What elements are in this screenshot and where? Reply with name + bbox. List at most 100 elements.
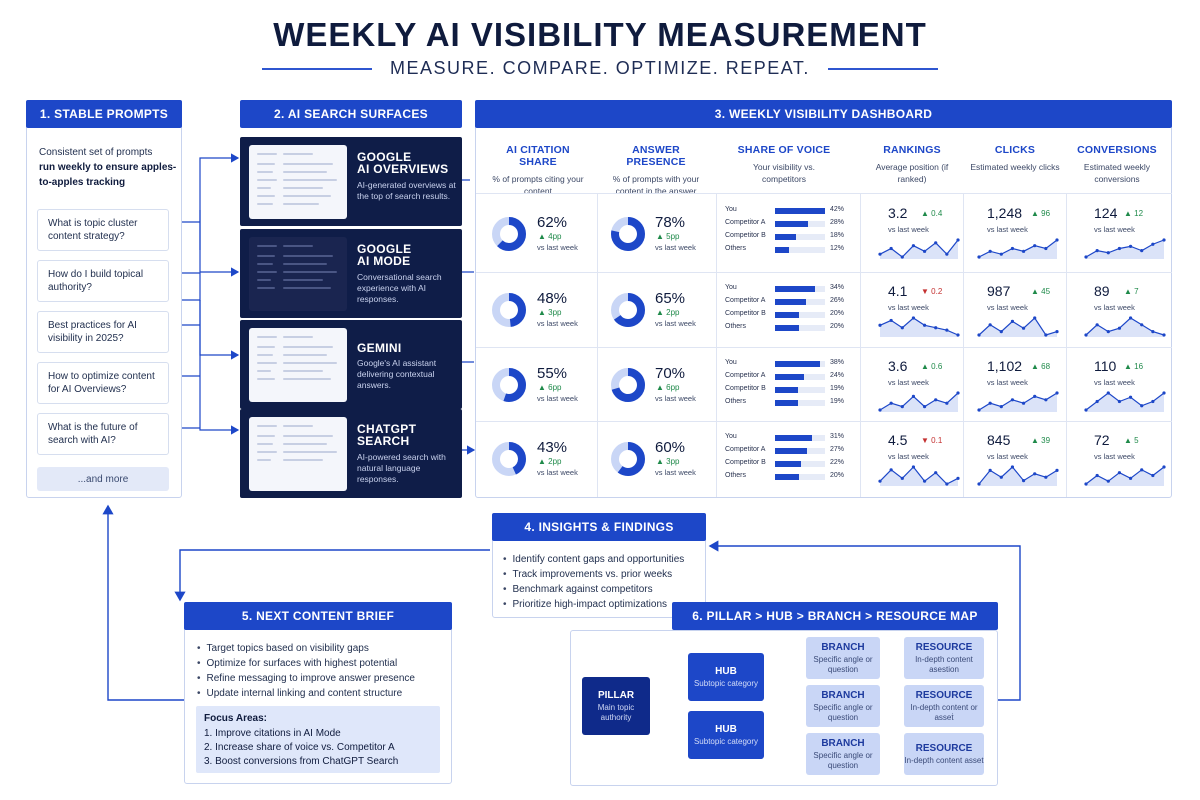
stable-prompts-intro: Consistent set of prompts run weekly to … [39, 145, 189, 190]
resource-node[interactable]: RESOURCE In-depth content asestion [904, 637, 984, 679]
ranking-delta: ▲ 0.4 [921, 209, 943, 218]
branch-node[interactable]: BRANCH Specific angle or question [806, 685, 880, 727]
grid-line [597, 193, 598, 497]
clicks-delta: ▲ 45 [1031, 287, 1051, 296]
prompt-item[interactable]: What is topic cluster content strategy? [37, 209, 169, 251]
insights-header: 4. INSIGHTS & FINDINGS [492, 513, 706, 541]
content-brief-header: 5. NEXT CONTENT BRIEF [184, 602, 452, 630]
spark-point [977, 333, 981, 337]
spark-point [1140, 323, 1144, 327]
spark-area [979, 467, 1057, 486]
surface-card-chatgpt-search[interactable]: CHATGPT SEARCH AI-powered search with nat… [240, 409, 462, 498]
vs-last-week: vs last week [888, 452, 929, 461]
spark-area [880, 240, 958, 259]
intro-plain: Consistent set of prompts [39, 147, 153, 158]
spark-point [934, 326, 938, 330]
surface-card-google-ai-overviews[interactable]: GOOGLE AI OVERVIEWS AI-generated overview… [240, 137, 462, 226]
conversions-value: 124 [1094, 205, 1118, 221]
spark-point [999, 330, 1003, 334]
presence-value: 70% [655, 365, 686, 382]
ranking-sparkline [878, 391, 960, 412]
sov-label: You [725, 206, 737, 213]
sov-label: Others [725, 472, 747, 479]
spark-line [978, 317, 1058, 336]
citation-donut [492, 217, 526, 251]
content-map-header: 6. PILLAR > HUB > BRANCH > RESOURCE MAP [672, 602, 998, 630]
prompt-item[interactable]: Best practices for AI visibility in 2025… [37, 311, 169, 353]
ranking-value: 4.5 [888, 432, 908, 448]
ranking-delta: ▼ 0.2 [921, 287, 943, 296]
spark-point [922, 405, 927, 409]
spark-point [1117, 399, 1122, 404]
spark-point [1095, 249, 1099, 253]
conversions-delta: ▲ 12 [1124, 209, 1144, 218]
sov-percent: 31% [830, 433, 845, 440]
spark-point [956, 333, 960, 337]
spark-point [1106, 391, 1110, 395]
sov-bar [775, 312, 799, 318]
ranking-value: 3.2 [888, 205, 908, 221]
pillar-node[interactable]: PILLAR Main topic authority [582, 677, 650, 735]
sov-percent: 24% [830, 372, 845, 379]
prompt-item[interactable]: What is the future of search with AI? [37, 413, 169, 455]
arrow-prompts-to-surfaces [182, 153, 240, 301]
intro-bold: run weekly to ensure apples-to-apples tr… [39, 162, 177, 188]
surface-desc: Conversational search experience with AI… [357, 272, 442, 304]
clicks-value: 845 [987, 432, 1011, 448]
hub-node[interactable]: HUB Subtopic category [688, 711, 764, 759]
spark-line [1085, 466, 1165, 485]
presence-delta: ▲ 2pp [656, 308, 680, 317]
prompt-item[interactable]: How do I build topical authority? [37, 260, 169, 302]
spark-point [1033, 394, 1037, 398]
spark-point [878, 479, 882, 483]
subtitle-rule-left [262, 67, 373, 70]
resource-node[interactable]: RESOURCE In-depth content or asseṫ [904, 685, 984, 727]
branch-node[interactable]: BRANCH Specific angle or question [806, 637, 880, 679]
focus-item: 1. Improve citations in AI Mode [204, 728, 341, 739]
spark-point [1010, 319, 1015, 323]
insight-item: Track improvements vs. prior weeks [503, 567, 684, 582]
sov-percent: 19% [830, 398, 845, 405]
vs-last-week: vs last week [987, 378, 1028, 387]
prompt-item[interactable]: How to optimize content for AI Overviews… [37, 362, 169, 404]
vs-last-week: vs last week [655, 394, 696, 403]
sov-label: Competitor A [725, 446, 766, 453]
vs-last-week: vs last week [1094, 225, 1135, 234]
spark-point [922, 479, 927, 483]
donut-arc [492, 442, 526, 476]
sov-track [775, 247, 825, 253]
spark-line [978, 392, 1058, 411]
spark-point [1117, 471, 1122, 475]
ranking-value: 4.1 [888, 283, 908, 299]
presence-donut [611, 217, 645, 251]
clicks-delta: ▲ 96 [1031, 209, 1051, 218]
spark-point [878, 252, 882, 256]
arrow-prompts-to-surfaces-3 [199, 300, 240, 435]
surface-card-gemini[interactable]: GEMINI Google's AI assistant delivering … [240, 320, 462, 409]
spark-point [1010, 465, 1015, 469]
vs-last-week: vs last week [537, 468, 578, 477]
hub-node[interactable]: HUB Subtopic category [688, 653, 764, 701]
spark-point [1128, 476, 1133, 480]
sov-label: Competitor A [725, 219, 766, 226]
spark-area [1086, 240, 1164, 259]
spark-point [1151, 473, 1155, 478]
sov-label: You [725, 433, 737, 440]
spark-point [878, 408, 882, 412]
spark-point [1106, 330, 1110, 334]
spark-point [1140, 404, 1144, 408]
spark-area [880, 467, 958, 486]
spark-line [978, 466, 1058, 485]
insights-list: Identify content gaps and opportunities … [503, 552, 685, 612]
sov-percent: 42% [830, 206, 845, 213]
more-prompts-link[interactable]: ...and more [37, 467, 169, 491]
sov-track [775, 474, 825, 480]
resource-node[interactable]: RESOURCE In-depth content asset [904, 733, 984, 775]
brief-item: Optimize for surfaces with highest poten… [197, 656, 415, 671]
spark-point [1128, 244, 1133, 248]
spark-point [922, 323, 927, 327]
sov-label: Competitor B [725, 459, 766, 466]
surface-card-google-ai-mode[interactable]: GOOGLE AI MODE Conversational search expe… [240, 229, 462, 318]
conversions-sparkline [1084, 465, 1166, 486]
branch-node[interactable]: BRANCH Specific angle or question [806, 733, 880, 775]
